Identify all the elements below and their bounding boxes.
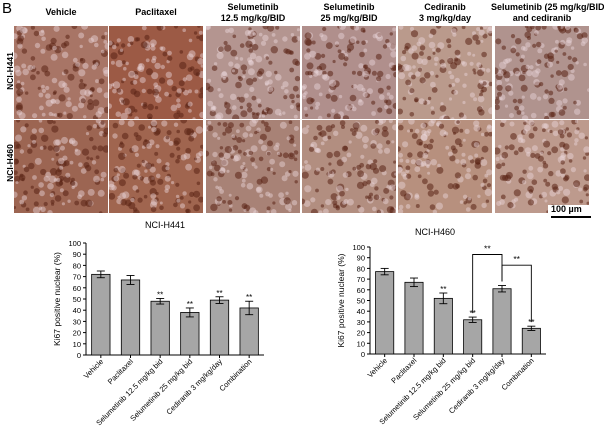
y-tick-label: 70	[73, 273, 81, 282]
y-tick-label: 40	[73, 306, 81, 315]
x-tick-label: Vehicle	[366, 356, 389, 379]
significance-label: **	[440, 285, 446, 294]
micrograph-nci-h460-0	[14, 120, 108, 213]
column-header-line: 3 mg/kg/day	[418, 13, 472, 23]
scale-bar-label: 100 µm	[551, 204, 582, 214]
y-tick-label: 50	[73, 295, 81, 304]
y-tick-label: 80	[357, 264, 365, 273]
bracket-label: **	[513, 254, 520, 264]
significance-label: **	[246, 293, 252, 302]
y-tick-label: 50	[357, 297, 365, 306]
chart-nci-h441: NCI-H441 Ki67 positive nuclear (%) 0 10 20 30…	[52, 220, 264, 427]
y-tick-label: 60	[73, 284, 81, 293]
y-tick-label: 0	[361, 350, 365, 359]
micrograph-nci-h441-3	[302, 26, 396, 119]
bar	[120, 279, 141, 356]
x-tick-label: Paclitaxel	[389, 356, 418, 385]
x-tick-label: Cediranib 3 mg/kg/day	[164, 357, 224, 417]
significance-label: **	[187, 300, 193, 309]
bracket-label: **	[484, 243, 491, 253]
column-header-line: Paclitaxel	[135, 7, 177, 17]
bar	[375, 271, 395, 355]
column-header-2: Selumetinib 12.5 mg/kg/BID	[202, 2, 304, 24]
column-header-line: Cediranib	[424, 2, 466, 12]
y-tick-label: 20	[73, 329, 81, 338]
y-tick-label: 10	[357, 339, 365, 348]
scale-bar: 100 µm	[548, 204, 598, 219]
chart-title: NCI-H460	[415, 227, 455, 237]
chart-title: NCI-H441	[145, 220, 185, 230]
bar	[150, 300, 170, 356]
column-header-line: Selumetinib	[227, 2, 279, 12]
significance-label: **	[157, 290, 163, 299]
column-header-line: Vehicle	[45, 7, 77, 17]
y-tick-label: 70	[357, 275, 365, 284]
y-tick-label: 20	[357, 329, 365, 338]
bar	[492, 288, 512, 355]
column-header-line: Selumetinib (25 mg/kg/BID)	[491, 2, 604, 12]
scale-bar-line	[551, 216, 591, 218]
x-tick-label: Cediranib 3 mg/kg/day	[447, 356, 507, 416]
y-axis-label: Ki67 positive nuclear (%)	[52, 252, 62, 346]
micrograph-nci-h460-2	[206, 120, 300, 213]
y-tick-label: 0	[77, 351, 81, 360]
x-tick-label: Vehicle	[82, 357, 105, 380]
micrograph-nci-h441-2	[206, 26, 300, 119]
bar	[521, 327, 541, 355]
bar	[463, 319, 483, 355]
y-tick-label: 30	[73, 317, 81, 326]
column-header-1: Paclitaxel	[105, 7, 207, 18]
bar	[433, 297, 453, 355]
column-header-4: Cediranib 3 mg/kg/day	[394, 2, 496, 24]
column-header-line: 25 mg/kg/BID	[320, 13, 378, 23]
significance-label: **	[528, 318, 534, 327]
y-tick-label: 80	[73, 261, 81, 270]
bar	[404, 281, 424, 355]
column-header-line: Selumetinib	[323, 2, 375, 12]
y-tick-label: 100	[68, 239, 81, 248]
micrograph-nci-h441-5	[495, 26, 589, 119]
column-header-line: and cediranib	[512, 13, 572, 23]
micrograph-nci-h441-1	[109, 26, 203, 119]
significance-label: **	[216, 289, 222, 298]
significance-label: **	[470, 309, 476, 318]
bar	[209, 299, 230, 356]
y-tick-label: 40	[357, 307, 365, 316]
panel-letter: B	[2, 0, 13, 17]
bar	[180, 312, 200, 356]
micrograph-nci-h460-3	[302, 120, 396, 213]
y-tick-label: 10	[73, 340, 81, 349]
column-header-0: Vehicle	[10, 7, 112, 18]
y-tick-label: 30	[357, 318, 365, 327]
micrograph-nci-h460-4	[398, 120, 492, 213]
column-header-3: Selumetinib 25 mg/kg/BID	[298, 2, 400, 24]
micrograph-nci-h460-1	[109, 120, 203, 213]
y-tick-label: 100	[352, 243, 365, 252]
x-tick-label: Paclitaxel	[106, 357, 135, 386]
y-tick-label: 90	[357, 254, 365, 263]
micrograph-nci-h460-5	[495, 120, 589, 213]
column-header-line: 12.5 mg/kg/BID	[220, 13, 286, 23]
bar	[91, 273, 111, 356]
column-header-5: Selumetinib (25 mg/kg/BID) and cediranib	[491, 2, 604, 24]
micrograph-nci-h441-0	[14, 26, 108, 119]
y-tick-label: 60	[357, 286, 365, 295]
micrograph-nci-h441-4	[398, 26, 492, 119]
y-tick-label: 90	[73, 250, 81, 259]
comparison-bracket	[501, 264, 532, 323]
y-axis-label: Ki67 positive nuclear (%)	[336, 253, 346, 347]
